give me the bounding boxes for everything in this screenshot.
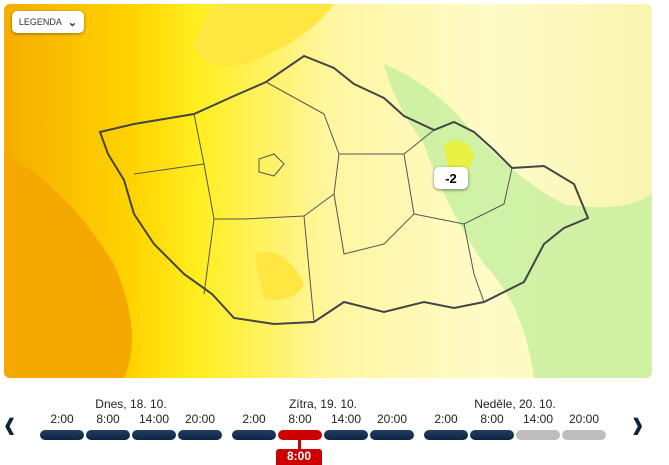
time-slot-bar <box>132 430 176 440</box>
time-slot[interactable]: 20:00 <box>178 412 222 441</box>
time-slot-bar <box>232 430 276 440</box>
legend-button[interactable]: LEGENDA ⌄ <box>12 11 84 33</box>
selected-marker <box>298 440 301 450</box>
time-slot-bar <box>370 430 414 440</box>
warm-area <box>4 154 132 378</box>
time-slot-bar <box>324 430 368 440</box>
value-label: -2 <box>434 167 468 189</box>
time-slot-bar <box>86 430 130 440</box>
day-label: Neděle, 20. 10. <box>474 397 556 411</box>
map-layer <box>4 4 652 378</box>
time-slot-bar <box>40 430 84 440</box>
time-slot[interactable]: 2:00 <box>40 412 84 441</box>
time-slot-bar <box>562 430 606 440</box>
chevron-down-icon: ⌄ <box>67 16 78 29</box>
time-slot[interactable]: 8:00 <box>278 412 322 441</box>
weather-map[interactable]: LEGENDA ⌄ -2 <box>4 4 652 378</box>
day-label: Zítra, 19. 10. <box>288 397 358 411</box>
chevron-right-icon[interactable]: › <box>632 399 644 449</box>
time-slot[interactable]: 14:00 <box>324 412 368 441</box>
time-slot-bar <box>470 430 514 440</box>
time-slot[interactable]: 8:00 <box>470 412 514 441</box>
selected-time-tag: 8:00 <box>276 449 322 465</box>
chevron-left-icon[interactable]: ‹ <box>4 399 16 449</box>
time-slot[interactable]: 14:00 <box>132 412 176 441</box>
time-slot[interactable]: 20:00 <box>370 412 414 441</box>
time-slot-bar <box>516 430 560 440</box>
time-slot: 14:00 <box>516 412 560 441</box>
time-slot[interactable]: 8:00 <box>86 412 130 441</box>
day-label: Dnes, 18. 10. <box>95 397 167 411</box>
time-slot[interactable]: 2:00 <box>424 412 468 441</box>
time-slot: 20:00 <box>562 412 606 441</box>
time-slot-bar <box>278 430 322 440</box>
country-border <box>98 54 590 326</box>
time-slot[interactable]: 2:00 <box>232 412 276 441</box>
region-borders <box>133 81 513 323</box>
time-slot-bar <box>424 430 468 440</box>
time-slot-bar <box>178 430 222 440</box>
legend-label: LEGENDA <box>18 17 62 27</box>
